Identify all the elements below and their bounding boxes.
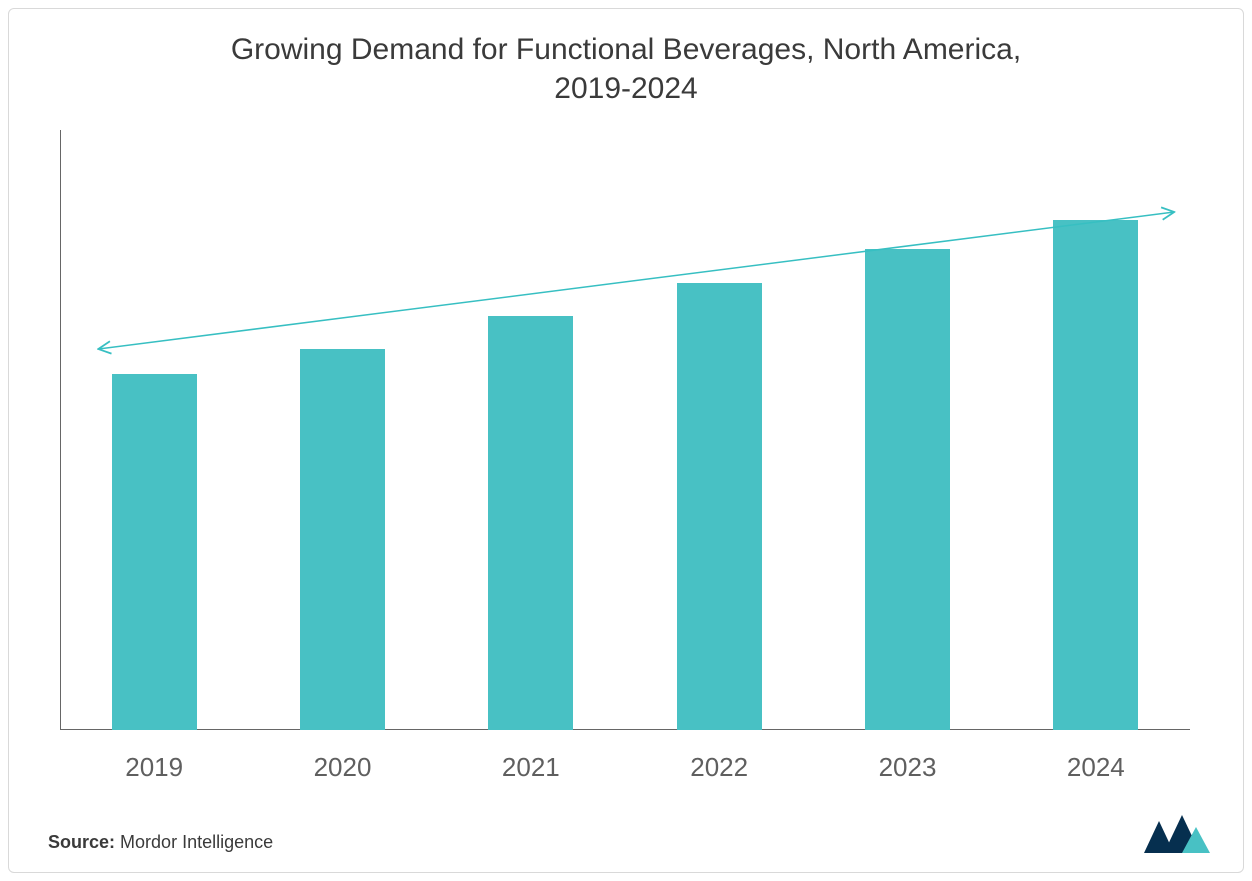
chart-plot-area: 201920202021202220232024 [60, 150, 1190, 730]
x-tick-label: 2022 [690, 752, 748, 783]
trend-arrow [60, 150, 1190, 730]
chart-title: Growing Demand for Functional Beverages,… [0, 30, 1252, 108]
x-tick-label: 2020 [314, 752, 372, 783]
x-tick-label: 2019 [125, 752, 183, 783]
x-tick-label: 2023 [879, 752, 937, 783]
x-tick-label: 2024 [1067, 752, 1125, 783]
source-attribution: Source: Mordor Intelligence [48, 832, 273, 853]
source-label: Source: [48, 832, 115, 852]
x-tick-label: 2021 [502, 752, 560, 783]
mordor-logo-icon [1142, 813, 1212, 855]
source-text: Mordor Intelligence [120, 832, 273, 852]
